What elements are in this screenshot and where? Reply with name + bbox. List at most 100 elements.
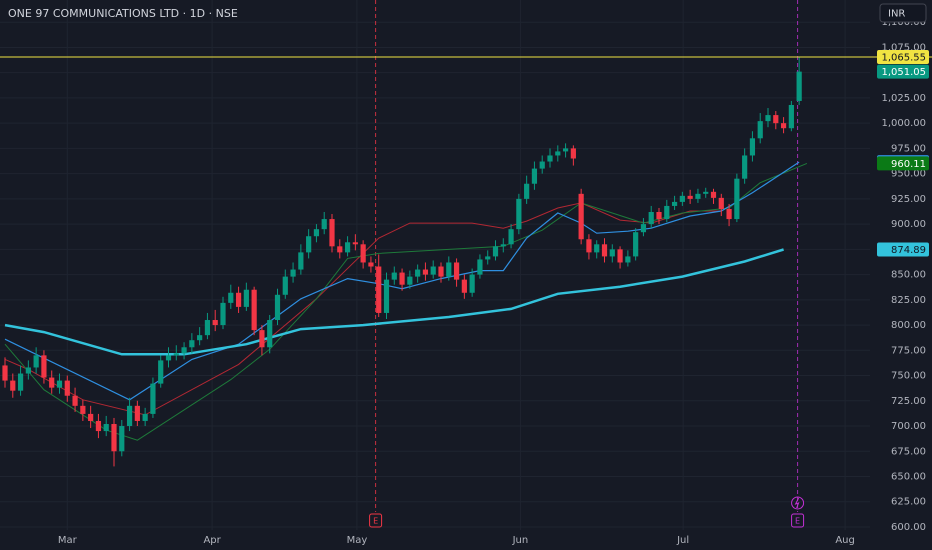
candle-body bbox=[150, 383, 156, 414]
y-tick-label: 1,000.00 bbox=[881, 118, 926, 129]
candle-body bbox=[212, 320, 218, 326]
candle-body bbox=[415, 269, 421, 277]
candle-body bbox=[49, 377, 55, 388]
price-tag bbox=[877, 242, 929, 257]
candle-body bbox=[259, 330, 265, 348]
candle-body bbox=[189, 340, 195, 348]
candle-body bbox=[656, 212, 662, 220]
x-tick-label: Jul bbox=[676, 535, 689, 546]
y-tick-label: 825.00 bbox=[891, 295, 926, 306]
candle-body bbox=[461, 279, 467, 293]
candle-body bbox=[399, 272, 405, 285]
candle-body bbox=[134, 405, 140, 421]
candle-body bbox=[298, 252, 304, 270]
candle-body bbox=[228, 292, 234, 303]
candle-body bbox=[103, 424, 109, 432]
candle-body bbox=[243, 289, 249, 307]
candle-body bbox=[562, 148, 569, 152]
price-tag bbox=[877, 156, 929, 171]
candle-body bbox=[617, 249, 623, 263]
candle-body bbox=[25, 367, 31, 374]
candle-body bbox=[633, 232, 639, 257]
candle-body bbox=[352, 242, 358, 245]
candle-body bbox=[710, 191, 717, 198]
candle-body bbox=[2, 365, 8, 381]
candle-body bbox=[33, 355, 39, 368]
candle-body bbox=[126, 405, 133, 427]
price-tag-label: 874.89 bbox=[891, 245, 926, 256]
candle-body bbox=[648, 212, 654, 225]
candle-body bbox=[578, 193, 584, 240]
price-tag-label: 1,051.05 bbox=[881, 67, 926, 78]
dividend-icon bbox=[791, 496, 805, 510]
moving-average-line bbox=[4, 161, 800, 401]
y-tick-label: 1,100.00 bbox=[881, 17, 926, 28]
candle-body bbox=[469, 274, 475, 293]
event-marker bbox=[791, 513, 805, 528]
price-tag-label: 960.11 bbox=[891, 159, 926, 170]
candle-body bbox=[267, 320, 273, 348]
y-tick-label: 700.00 bbox=[891, 421, 926, 432]
candle-body bbox=[251, 289, 257, 331]
candle-body bbox=[10, 380, 16, 391]
candle-body bbox=[360, 244, 366, 263]
candle-body bbox=[679, 195, 685, 202]
candle-body bbox=[368, 262, 374, 267]
candle-body bbox=[773, 115, 779, 124]
currency-button[interactable] bbox=[879, 3, 927, 23]
x-tick-label: Mar bbox=[58, 535, 78, 546]
candle-body bbox=[407, 276, 413, 285]
candle-body bbox=[111, 424, 117, 452]
candle-body bbox=[547, 155, 553, 162]
candle-body bbox=[165, 355, 172, 361]
y-tick-label: 850.00 bbox=[891, 270, 926, 281]
candle-body bbox=[446, 262, 452, 277]
y-tick-label: 625.00 bbox=[891, 497, 926, 508]
candle-body bbox=[142, 413, 148, 421]
candle-body bbox=[788, 104, 794, 129]
x-tick-label: Apr bbox=[203, 535, 221, 546]
candle-body bbox=[329, 219, 335, 247]
candle-body bbox=[625, 256, 631, 263]
candle-body bbox=[17, 373, 24, 391]
candle-body bbox=[391, 272, 397, 280]
candle-body bbox=[158, 360, 164, 384]
candle-body bbox=[220, 302, 226, 326]
candle-body bbox=[718, 197, 724, 209]
candle-body bbox=[173, 353, 179, 356]
y-tick-label: 950.00 bbox=[891, 169, 926, 180]
x-tick-label: May bbox=[347, 535, 368, 546]
candle-body bbox=[80, 405, 86, 414]
candle-body bbox=[726, 208, 732, 220]
candle-body bbox=[640, 224, 647, 233]
candle-body bbox=[453, 262, 460, 280]
y-tick-label: 1,025.00 bbox=[881, 93, 926, 104]
candle-body bbox=[274, 294, 281, 321]
candle-body bbox=[72, 395, 78, 406]
y-tick-label: 750.00 bbox=[891, 371, 926, 382]
axis: 600.00 625.00 650.00 675.00 700.00 725.00 750.… bbox=[58, 17, 929, 546]
moving-average-line bbox=[4, 202, 722, 416]
x-tick-label: Aug bbox=[835, 535, 855, 546]
candle-body bbox=[765, 115, 771, 122]
y-tick-label: 975.00 bbox=[891, 143, 926, 154]
currency-label[interactable]: INR bbox=[888, 9, 905, 20]
y-tick-label: 650.00 bbox=[891, 471, 926, 482]
event-label: E bbox=[795, 517, 800, 526]
candle-body bbox=[119, 426, 125, 452]
candle-body bbox=[531, 168, 538, 184]
candle-body bbox=[438, 266, 444, 277]
x-tick-label: Jun bbox=[512, 535, 529, 546]
candle-body bbox=[594, 244, 600, 253]
candle-body bbox=[181, 347, 187, 354]
candle-body bbox=[516, 198, 522, 230]
chart-title: ONE 97 COMMUNICATIONS LTD · 1D · NSE bbox=[8, 7, 238, 20]
y-tick-label: 725.00 bbox=[891, 396, 926, 407]
candle-body bbox=[64, 380, 70, 396]
candle-body bbox=[508, 229, 514, 245]
candle-body bbox=[204, 320, 211, 336]
y-tick-label: 925.00 bbox=[891, 194, 926, 205]
candle-body bbox=[524, 183, 530, 199]
